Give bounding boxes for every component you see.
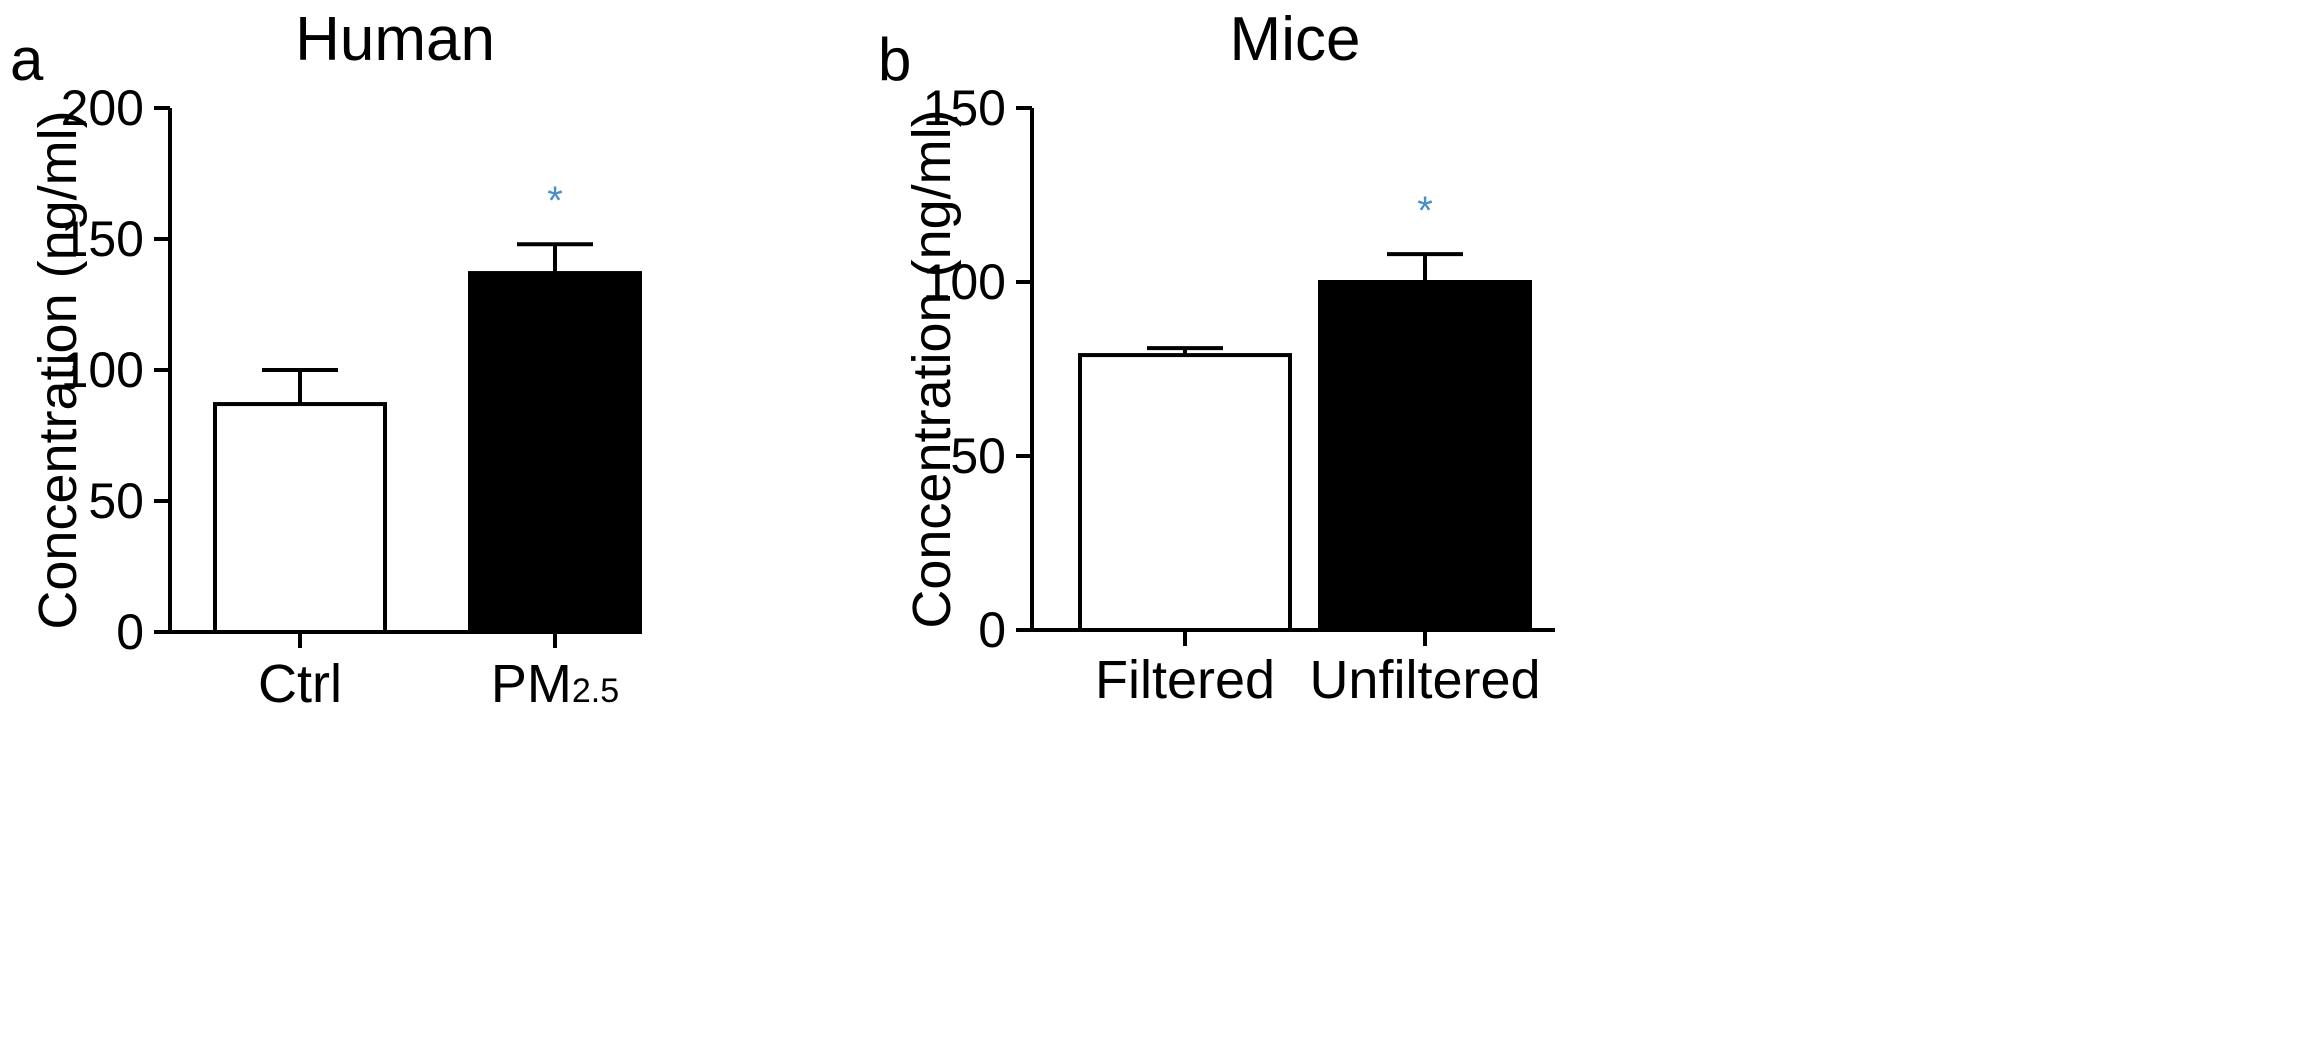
bar-PM2.5 [468,271,642,634]
panel-a: a Human * 0 50 100 150 200 Ctrl PM2.5 Concentratio… [10,5,642,714]
significance-star: * [1417,189,1433,233]
y-tick-label: 50 [950,428,1006,484]
x-tick-label: PM2.5 [491,654,619,714]
y-tick-label: 150 [61,211,144,267]
x-tick-label: Filtered [1095,650,1275,710]
panel-b: b Mice * 0 50 100 150 Filtered Unfiltered Concent… [878,5,1555,710]
x-tick-label-main: Filtered [1095,650,1275,710]
chart-title: Human [295,5,495,74]
y-axis-title: Concentration (ng/ml) [28,110,88,629]
y-tick-label: 150 [923,80,1006,136]
x-tick-label-sub: 2.5 [572,672,619,710]
y-tick-label: 50 [88,473,144,529]
y-tick-label: 0 [116,604,144,660]
x-tick-label-main: Ctrl [258,654,342,714]
panel-letter: a [10,26,44,93]
panel-letter: b [878,26,911,93]
bar-Filtered [1078,353,1292,632]
chart-title: Mice [1230,5,1361,74]
y-axis-title: Concentration (ng/ml) [902,109,962,628]
x-tick-label: Unfiltered [1309,650,1540,710]
x-tick-label-main: PM [491,654,572,714]
bar-Unfiltered [1318,280,1532,632]
y-tick-label: 100 [923,254,1006,310]
x-tick-label-main: Unfiltered [1309,650,1540,710]
x-tick-label: Ctrl [258,654,342,714]
y-tick-label: 0 [978,602,1006,658]
y-tick-label: 200 [61,80,144,136]
bar-Ctrl [213,402,387,634]
significance-star: * [547,179,563,223]
y-tick-label: 100 [61,342,144,398]
